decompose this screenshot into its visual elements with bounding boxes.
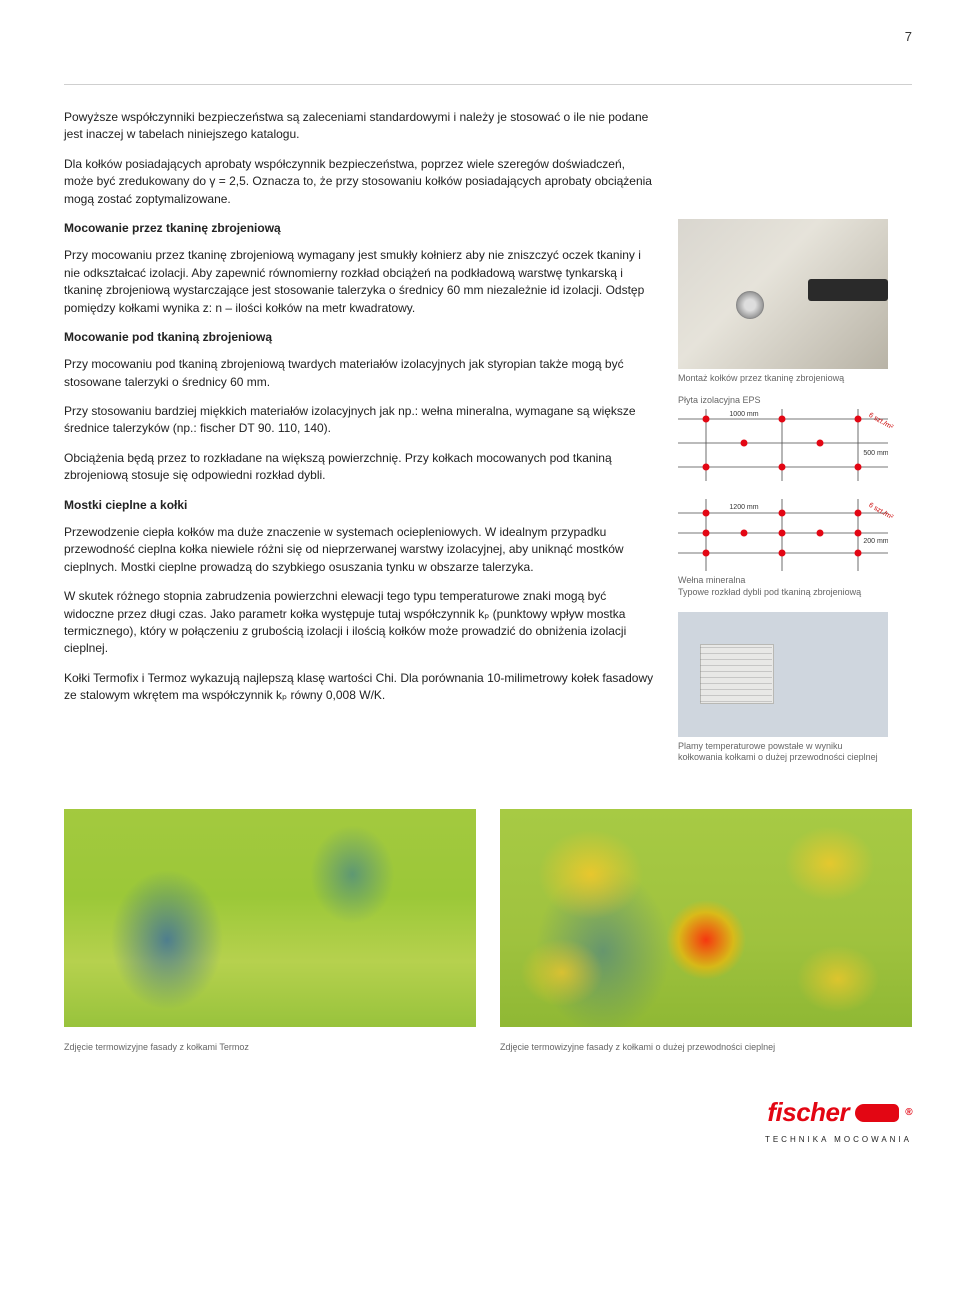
brand-tagline: TECHNIKA MOCOWANIA <box>765 1134 912 1146</box>
thermal-p2: W skutek różnego stopnia zabrudzenia pow… <box>64 588 654 658</box>
thermal-p1: Przewodzenie ciepła kołków ma duże znacz… <box>64 524 654 576</box>
footer: fischer ® TECHNIKA MOCOWANIA <box>64 1094 912 1145</box>
diagram1-title: Płyta izolacyjna EPS <box>678 394 888 407</box>
svg-text:1000 mm: 1000 mm <box>729 411 758 418</box>
intro-p1: Powyższe współczynniki bezpieczeństwa są… <box>64 109 654 144</box>
thermal-images-row: Zdjęcie termowizyjne fasady z kołkami Te… <box>64 809 912 1054</box>
mesh-under-p2: Przy stosowaniu bardziej miękkich materi… <box>64 403 654 438</box>
page-number: 7 <box>905 28 912 47</box>
thermal-image-termoz <box>64 809 476 1027</box>
svg-text:500 mm: 500 mm <box>863 450 888 457</box>
diagram2-title: Wełna mineralna Typowe rozkład dybli pod… <box>678 575 888 598</box>
svg-text:1200 mm: 1200 mm <box>729 504 758 511</box>
fish-icon <box>855 1104 899 1122</box>
facade-photo <box>678 612 888 737</box>
svg-text:200 mm: 200 mm <box>863 538 888 545</box>
top-rule <box>64 84 912 85</box>
drill-photo-caption: Montaż kołków przez tkaninę zbrojeniową <box>678 373 888 384</box>
mesh-through-p1: Przy mocowaniu przez tkaninę zbrojeniową… <box>64 247 654 317</box>
heading-mesh-under: Mocowanie pod tkaniną zbrojeniową <box>64 329 654 346</box>
heading-mesh-through: Mocowanie przez tkaninę zbrojeniową <box>64 220 654 237</box>
thermal-caption-b: Zdjęcie termowizyjne fasady z kołkami o … <box>500 1041 912 1054</box>
anchor-diagram-eps: 1000 mm 500 mm 6 szt./m² <box>678 409 888 481</box>
facade-caption: Plamy temperaturowe powstałe w wyniku ko… <box>678 741 888 764</box>
heading-thermal-bridges: Mostki cieplne a kołki <box>64 497 654 514</box>
thermal-image-high-conductivity <box>500 809 912 1027</box>
mesh-under-p1: Przy mocowaniu pod tkaniną zbrojeniową t… <box>64 356 654 391</box>
brand-logo: fischer ® <box>767 1094 912 1132</box>
main-column: Powyższe współczynniki bezpieczeństwa są… <box>64 109 654 773</box>
thermal-p3: Kołki Termofix i Termoz wykazują najleps… <box>64 670 654 705</box>
mesh-under-p3: Obciążenia będą przez to rozkładane na w… <box>64 450 654 485</box>
side-column: Montaż kołków przez tkaninę zbrojeniową … <box>678 109 888 773</box>
drill-photo <box>678 219 888 369</box>
anchor-diagram-wool: 1200 mm 200 mm 6 szt./m² <box>678 499 888 571</box>
intro-p2: Dla kołków posiadających aprobaty współc… <box>64 156 654 208</box>
thermal-caption-a: Zdjęcie termowizyjne fasady z kołkami Te… <box>64 1041 476 1054</box>
